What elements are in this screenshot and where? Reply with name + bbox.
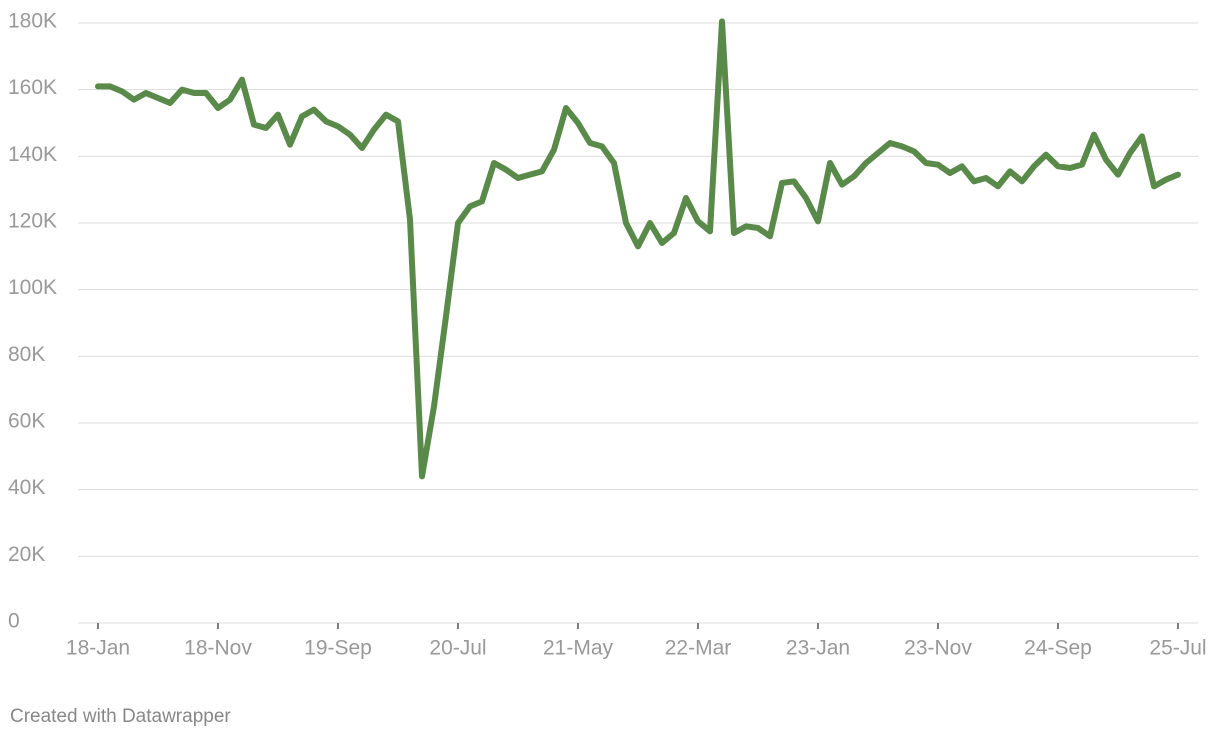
y-tick-label: 120K (8, 210, 57, 233)
x-tick-label: 19-Sep (304, 637, 372, 660)
y-tick-label: 60K (8, 410, 45, 433)
x-tick-label: 23-Nov (904, 637, 972, 660)
y-tick-label: 0 (8, 610, 20, 633)
x-tick-label: 21-May (543, 637, 614, 660)
x-tick-label: 24-Sep (1024, 637, 1092, 660)
credit: Created with Datawrapper (10, 706, 231, 727)
x-tick-label: 18-Nov (184, 637, 252, 660)
x-tick-label: 22-Mar (665, 637, 732, 660)
x-tick-label: 18-Jan (66, 637, 130, 660)
line (95, 18, 1181, 480)
y-tick-label: 180K (8, 10, 57, 33)
y-tick-label: 140K (8, 143, 57, 166)
x-tick-label: 23-Jan (786, 637, 850, 660)
y-tick-label: 40K (8, 476, 45, 499)
x-tick-label: 25-Jul (1149, 637, 1206, 660)
y-tick-label: 80K (8, 343, 45, 366)
y-tick-label: 160K (8, 76, 57, 99)
y-tick-label: 20K (8, 543, 45, 566)
y-tick-label: 100K (8, 276, 57, 299)
x-tick-label: 20-Jul (429, 637, 486, 660)
